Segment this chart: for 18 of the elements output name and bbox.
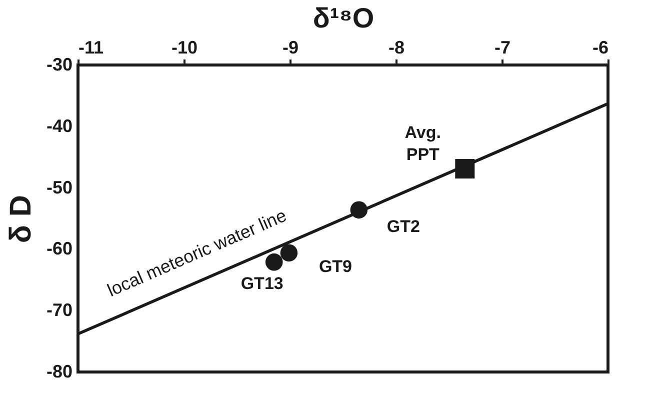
y-axis-title: δ D [4, 194, 38, 244]
x-tick-label: -8 [388, 38, 405, 58]
x-tick-label: -9 [282, 38, 299, 58]
x-axis-title: δ¹⁸O [312, 2, 374, 34]
y-tick-label: -80 [46, 362, 72, 382]
x-tick-label: -6 [592, 38, 608, 58]
annotation: Avg. PPT [404, 122, 442, 164]
y-tick-label: -70 [46, 300, 72, 320]
x-tick-label: -7 [494, 38, 511, 58]
y-tick-label: -60 [46, 238, 72, 259]
annotation: GT13 [240, 274, 284, 294]
y-tick-label: -50 [46, 177, 72, 198]
x-tick-label: -10 [171, 38, 198, 58]
annotation: GT9 [318, 256, 352, 276]
annotation: GT2 [386, 216, 420, 236]
y-tick-label: -30 [46, 54, 72, 74]
y-tick-label: -40 [46, 116, 72, 136]
x-tick-label: -11 [78, 38, 104, 58]
